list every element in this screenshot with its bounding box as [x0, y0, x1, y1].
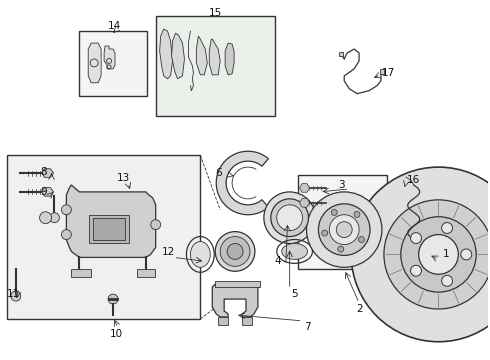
Bar [79, 31, 147, 96]
Circle shape [441, 275, 453, 286]
Circle shape [401, 217, 476, 292]
Text: 15: 15 [209, 8, 222, 18]
Circle shape [329, 215, 359, 244]
Polygon shape [42, 188, 53, 196]
Bar [242, 317, 252, 325]
Polygon shape [299, 198, 310, 207]
Bar [339, 52, 343, 56]
Circle shape [359, 237, 365, 243]
Circle shape [40, 212, 51, 224]
Text: 9: 9 [40, 187, 47, 197]
Text: 13: 13 [116, 173, 129, 183]
Bar [137, 269, 155, 277]
Text: 8: 8 [40, 167, 47, 177]
Polygon shape [225, 43, 234, 75]
Polygon shape [209, 39, 220, 75]
Circle shape [411, 265, 421, 276]
Text: 1: 1 [443, 249, 450, 260]
Text: 4: 4 [274, 256, 281, 266]
Text: 5: 5 [291, 289, 298, 299]
Circle shape [384, 200, 490, 309]
Polygon shape [42, 169, 53, 177]
Text: 7: 7 [304, 322, 311, 332]
Text: 12: 12 [162, 247, 175, 257]
Circle shape [11, 291, 21, 301]
Circle shape [61, 205, 72, 215]
Circle shape [220, 237, 250, 266]
Polygon shape [66, 185, 156, 257]
Circle shape [271, 199, 309, 237]
Bar [89, 215, 129, 243]
Circle shape [441, 222, 453, 233]
Bar [93, 218, 125, 239]
Polygon shape [212, 284, 258, 317]
Polygon shape [216, 151, 269, 215]
Polygon shape [160, 29, 172, 79]
Polygon shape [282, 243, 308, 259]
Bar [7, 155, 200, 319]
Bar [297, 175, 387, 269]
Circle shape [151, 220, 161, 230]
Text: 17: 17 [382, 68, 395, 78]
Circle shape [215, 231, 255, 271]
Circle shape [61, 230, 72, 239]
Text: 11: 11 [7, 289, 21, 299]
Polygon shape [191, 242, 210, 267]
Circle shape [318, 204, 370, 255]
Polygon shape [196, 36, 207, 75]
Bar [380, 69, 384, 74]
Polygon shape [299, 184, 310, 192]
Circle shape [277, 205, 302, 231]
Text: 2: 2 [356, 304, 363, 314]
Polygon shape [88, 43, 101, 83]
Circle shape [322, 230, 328, 236]
Circle shape [411, 233, 421, 244]
Circle shape [227, 243, 243, 260]
Polygon shape [172, 33, 184, 79]
Bar [72, 269, 91, 277]
Circle shape [331, 210, 337, 215]
Text: 14: 14 [107, 21, 121, 31]
Circle shape [354, 211, 360, 217]
Circle shape [418, 235, 458, 274]
Bar [218, 317, 228, 325]
Bar [156, 16, 275, 116]
Polygon shape [104, 46, 115, 69]
Circle shape [351, 167, 490, 342]
Circle shape [307, 192, 382, 267]
Circle shape [461, 249, 472, 260]
Circle shape [49, 213, 59, 223]
Text: 3: 3 [338, 180, 344, 190]
Text: 6: 6 [215, 168, 221, 178]
Circle shape [336, 222, 352, 238]
Text: 16: 16 [407, 175, 420, 185]
Circle shape [264, 192, 316, 243]
Text: 10: 10 [109, 329, 122, 339]
Circle shape [338, 246, 344, 252]
Circle shape [108, 294, 118, 304]
Bar [215, 281, 260, 287]
